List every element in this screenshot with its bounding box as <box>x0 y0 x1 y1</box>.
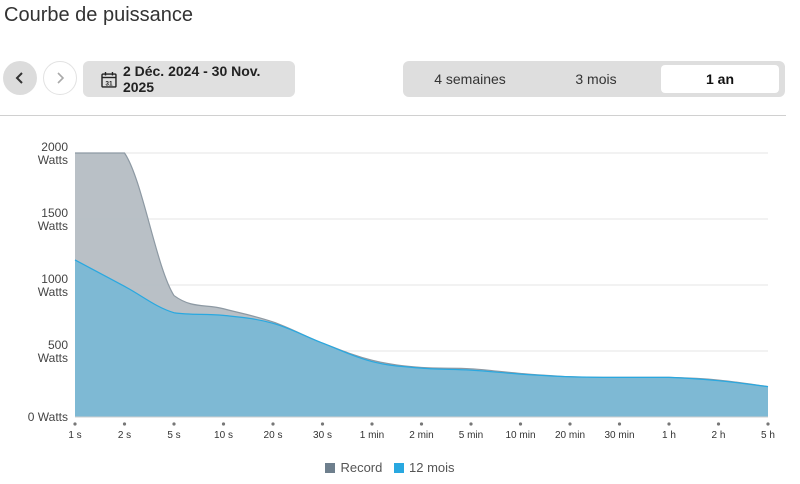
x-tick-label: 5 s <box>167 430 180 441</box>
x-tick-label: 30 min <box>604 430 634 441</box>
x-tick-label: 20 s <box>264 430 283 441</box>
y-tick-label: Watts <box>38 153 68 167</box>
x-tick-mark <box>73 422 77 426</box>
y-tick-label: 1500 <box>41 206 68 220</box>
chart-legend: Record 12 mois <box>0 460 780 476</box>
legend-item-record[interactable]: Record <box>325 460 382 475</box>
x-tick-label: 5 min <box>459 430 483 441</box>
x-tick-mark <box>716 422 721 426</box>
power-curve-chart: 0 Watts500Watts1000Watts1500Watts2000Wat… <box>28 140 775 441</box>
legend-swatch-record <box>325 462 336 473</box>
calendar-icon: 31 <box>101 71 117 88</box>
next-period-button[interactable] <box>43 61 77 95</box>
y-tick-label: 0 Watts <box>28 410 68 424</box>
x-tick-mark <box>469 422 473 426</box>
x-tick-label: 30 s <box>313 430 332 441</box>
date-range-button[interactable]: 31 2 Déc. 2024 - 30 Nov. 2025 <box>83 61 295 97</box>
y-tick-label: 500 <box>48 338 68 352</box>
period-tab-4-weeks[interactable]: 4 semaines <box>434 71 506 87</box>
chevron-right-icon <box>57 72 65 84</box>
x-tick-label: 2 h <box>712 430 726 441</box>
x-tick-mark <box>320 422 325 426</box>
period-tab-1-year[interactable]: 1 an <box>661 65 779 93</box>
x-tick-label: 2 s <box>118 430 131 441</box>
x-tick-mark <box>221 422 226 426</box>
x-tick-mark <box>568 422 572 426</box>
y-tick-label: 2000 <box>41 140 68 154</box>
x-tick-mark <box>766 422 770 426</box>
legend-item-12-months[interactable]: 12 mois <box>394 460 455 475</box>
x-tick-mark <box>617 422 622 426</box>
x-tick-label: 1 s <box>68 430 81 441</box>
x-tick-mark <box>122 422 127 426</box>
x-tick-label: 10 s <box>214 430 233 441</box>
chevron-left-icon <box>15 72 23 84</box>
series-line-12-mois <box>74 259 769 388</box>
x-tick-label: 20 min <box>555 430 585 441</box>
y-tick-label: Watts <box>38 351 68 365</box>
legend-label-12-months: 12 mois <box>409 460 455 475</box>
x-tick-mark <box>518 422 523 426</box>
x-tick-mark <box>370 422 374 426</box>
previous-period-button[interactable] <box>3 61 37 95</box>
x-tick-label: 2 min <box>409 430 433 441</box>
y-tick-label: 1000 <box>41 272 68 286</box>
x-tick-mark <box>271 422 275 426</box>
page-title: Courbe de puissance <box>4 4 194 26</box>
y-tick-label: Watts <box>38 219 68 233</box>
x-tick-mark <box>172 422 176 426</box>
x-tick-mark <box>667 422 671 426</box>
series-area-12-mois <box>75 259 768 417</box>
x-tick-label: 1 min <box>360 430 384 441</box>
period-selector: 4 semaines 3 mois 1 an <box>403 61 785 97</box>
x-tick-label: 1 h <box>662 430 676 441</box>
period-tab-3-months[interactable]: 3 mois <box>575 71 617 87</box>
x-tick-label: 10 min <box>505 430 535 441</box>
header-divider <box>0 115 786 116</box>
legend-swatch-12-months <box>394 462 404 473</box>
calendar-day-text: 31 <box>105 80 113 87</box>
x-tick-label: 5 h <box>761 430 775 441</box>
date-range-label: 2 Déc. 2024 - 30 Nov. 2025 <box>122 63 261 95</box>
x-tick-mark <box>419 422 424 426</box>
legend-label-record: Record <box>340 460 383 475</box>
y-tick-label: Watts <box>38 285 68 299</box>
